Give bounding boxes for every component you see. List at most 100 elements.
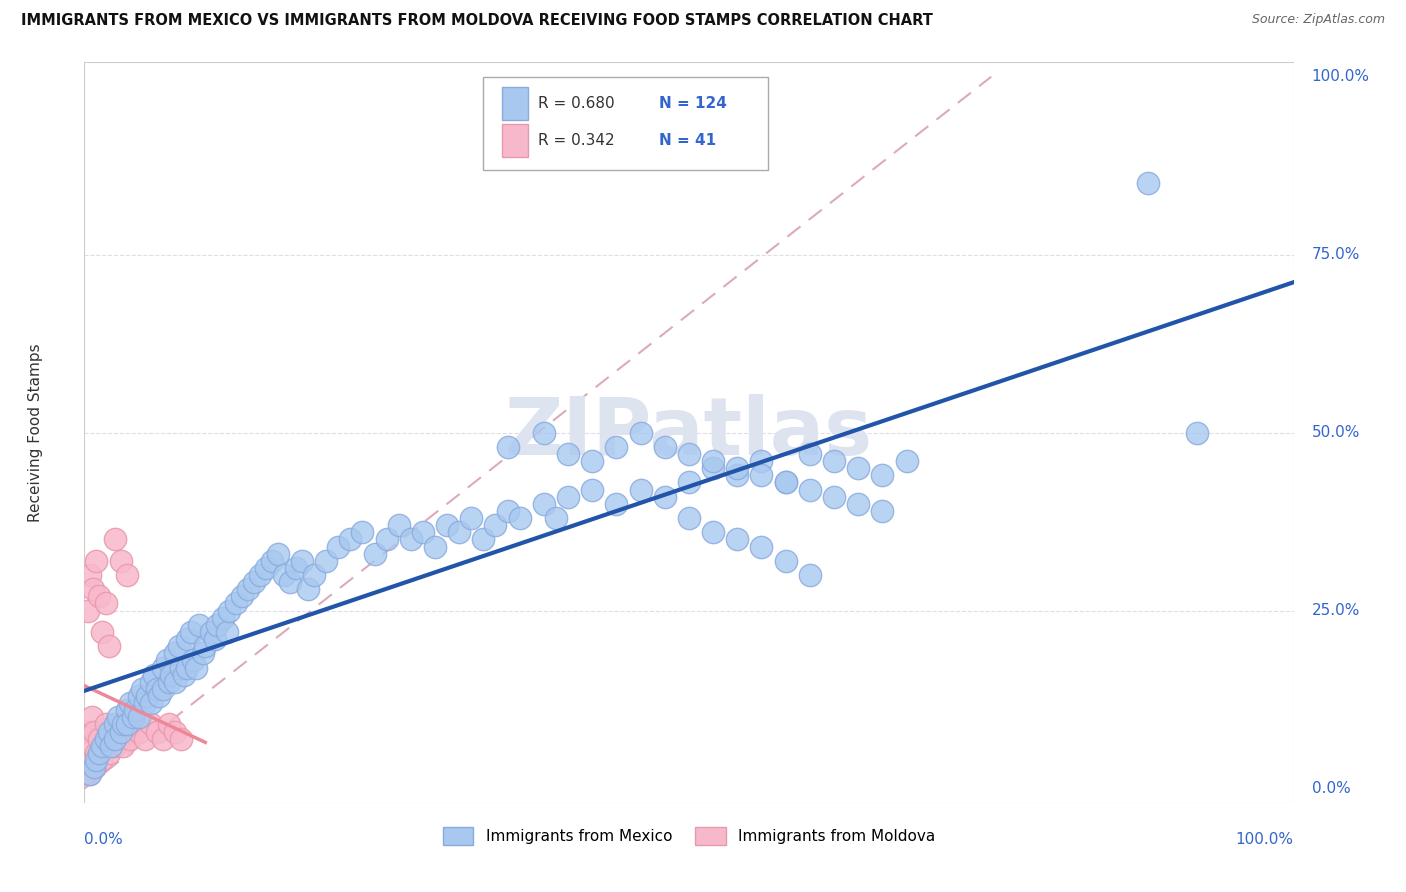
Point: [77, 767, 100, 781]
Point: [86, 746, 108, 760]
Point: [157, 717, 180, 731]
Point: [412, 525, 434, 540]
Point: [751, 468, 773, 483]
Point: [165, 646, 187, 660]
Point: [1185, 425, 1208, 440]
Point: [83, 724, 105, 739]
Point: [131, 681, 153, 696]
Point: [472, 533, 495, 547]
Point: [79, 767, 101, 781]
Point: [375, 533, 398, 547]
Point: [93, 739, 115, 753]
Point: [302, 568, 325, 582]
Point: [630, 483, 652, 497]
Point: [297, 582, 319, 597]
Point: [678, 511, 700, 525]
Text: IMMIGRANTS FROM MEXICO VS IMMIGRANTS FROM MOLDOVA RECEIVING FOOD STAMPS CORRELAT: IMMIGRANTS FROM MEXICO VS IMMIGRANTS FRO…: [21, 13, 934, 29]
Point: [725, 533, 748, 547]
Text: 0.0%: 0.0%: [84, 832, 124, 847]
Point: [557, 490, 579, 504]
Point: [388, 518, 411, 533]
Point: [146, 724, 169, 739]
Text: 0.0%: 0.0%: [1312, 781, 1350, 796]
Point: [751, 454, 773, 468]
Point: [249, 568, 271, 582]
Point: [191, 646, 214, 660]
Point: [128, 724, 150, 739]
Point: [139, 717, 162, 731]
Point: [100, 739, 122, 753]
Point: [128, 710, 150, 724]
Point: [846, 461, 869, 475]
Legend: Immigrants from Mexico, Immigrants from Moldova: Immigrants from Mexico, Immigrants from …: [437, 821, 941, 851]
Point: [94, 731, 117, 746]
Point: [775, 475, 797, 490]
Text: N = 41: N = 41: [659, 133, 716, 148]
Point: [94, 597, 117, 611]
Point: [80, 710, 103, 724]
Point: [146, 681, 169, 696]
Point: [484, 518, 506, 533]
Point: [104, 739, 127, 753]
Point: [188, 617, 211, 632]
Point: [678, 447, 700, 461]
Point: [139, 696, 162, 710]
Point: [97, 639, 120, 653]
Point: [148, 689, 170, 703]
Point: [799, 568, 821, 582]
Point: [165, 724, 187, 739]
Point: [112, 739, 135, 753]
Text: 50.0%: 50.0%: [1312, 425, 1360, 440]
Point: [799, 483, 821, 497]
Point: [775, 475, 797, 490]
Point: [496, 440, 519, 454]
Point: [115, 568, 138, 582]
Point: [87, 731, 110, 746]
Point: [605, 497, 627, 511]
Text: 100.0%: 100.0%: [1236, 832, 1294, 847]
Point: [152, 731, 174, 746]
Point: [97, 724, 120, 739]
Point: [872, 504, 894, 518]
Point: [167, 639, 190, 653]
Point: [115, 717, 138, 731]
Text: R = 0.680: R = 0.680: [538, 95, 614, 111]
Point: [115, 724, 138, 739]
Point: [460, 511, 482, 525]
Point: [260, 554, 283, 568]
Point: [846, 497, 869, 511]
Point: [225, 597, 247, 611]
Point: [533, 425, 555, 440]
Point: [630, 425, 652, 440]
Point: [399, 533, 422, 547]
Point: [725, 461, 748, 475]
Point: [107, 724, 129, 739]
FancyBboxPatch shape: [484, 78, 768, 169]
Point: [775, 554, 797, 568]
Point: [107, 710, 129, 724]
Point: [110, 724, 132, 739]
Point: [124, 703, 146, 717]
Point: [139, 674, 162, 689]
Point: [176, 632, 198, 646]
Point: [91, 739, 114, 753]
Text: 25.0%: 25.0%: [1312, 603, 1360, 618]
Point: [363, 547, 385, 561]
Point: [200, 624, 222, 639]
Point: [423, 540, 446, 554]
Point: [654, 440, 676, 454]
Point: [218, 604, 240, 618]
Point: [90, 753, 112, 767]
Point: [104, 533, 127, 547]
Text: ZIPatlas: ZIPatlas: [505, 393, 873, 472]
Point: [496, 504, 519, 518]
Text: Receiving Food Stamps: Receiving Food Stamps: [28, 343, 44, 522]
Bar: [502, 87, 529, 120]
Point: [823, 454, 845, 468]
Point: [87, 590, 110, 604]
Point: [155, 653, 177, 667]
Point: [328, 540, 350, 554]
Point: [86, 753, 108, 767]
Point: [121, 710, 143, 724]
Point: [160, 667, 183, 681]
